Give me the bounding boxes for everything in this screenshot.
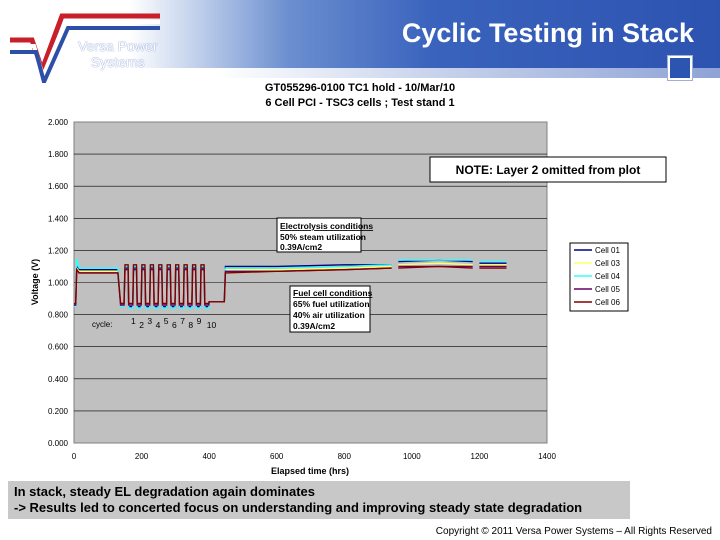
y-tick-label: 2.000: [48, 118, 69, 127]
x-tick-label: 1000: [403, 452, 421, 461]
legend-label: Cell 04: [595, 272, 620, 281]
logo-line-1: Versa Power: [78, 38, 158, 54]
legend-label: Cell 01: [595, 246, 620, 255]
cycle-number: 8: [188, 320, 193, 330]
x-tick-label: 800: [338, 452, 352, 461]
y-tick-label: 0.000: [48, 439, 69, 448]
cycle-number: 10: [207, 320, 217, 330]
el-line1: 50% steam utilization: [280, 232, 366, 242]
el-line2: 0.39A/cm2: [280, 242, 322, 252]
y-axis-label: Voltage (V): [30, 259, 40, 305]
x-tick-label: 200: [135, 452, 149, 461]
cycle-number: 3: [147, 316, 152, 326]
el-heading: Electrolysis conditions: [280, 221, 373, 231]
series-line-cell-06: [74, 264, 507, 305]
fuel-cell-box: Fuel cell conditions 65% fuel utilizatio…: [289, 285, 373, 333]
chart-title-2: 6 Cell PCI - TSC3 cells ; Test stand 1: [265, 97, 455, 109]
fc-line3: 0.39A/cm2: [293, 321, 335, 331]
y-tick-label: 0.400: [48, 375, 69, 384]
cycle-label: cycle:: [92, 320, 112, 329]
logo-line-2: Systems: [90, 54, 145, 70]
legend-label: Cell 05: [595, 285, 620, 294]
y-tick-label: 1.000: [48, 279, 69, 288]
cycle-number: 2: [139, 320, 144, 330]
y-tick-label: 1.800: [48, 150, 69, 159]
summary-line-2: -> Results led to concerted focus on und…: [14, 500, 583, 515]
x-tick-label: 1200: [471, 452, 489, 461]
logo-text: Versa Power Systems: [78, 38, 157, 70]
chart-title-1: GT055296-0100 TC1 hold - 10/Mar/10: [264, 82, 456, 94]
fc-heading: Fuel cell conditions: [293, 288, 373, 298]
y-tick-label: 0.800: [48, 311, 69, 320]
fc-line2: 40% air utilization: [293, 310, 365, 320]
copyright: Copyright © 2011 Versa Power Systems – A…: [435, 526, 712, 537]
x-tick-label: 600: [270, 452, 284, 461]
x-tick-label: 400: [202, 452, 216, 461]
x-tick-label: 1400: [538, 452, 556, 461]
legend: Cell 01 Cell 03 Cell 04 Cell 05 Cell 06: [569, 242, 629, 312]
x-tick-label: 0: [72, 452, 77, 461]
y-tick-label: 0.200: [48, 407, 69, 416]
cycle-number: 7: [180, 316, 185, 326]
versa-power-logo: [10, 13, 160, 83]
summary-box: In stack, steady EL degradation again do…: [8, 481, 630, 519]
legend-label: Cell 06: [595, 298, 620, 307]
x-axis-label: Elapsed time (hrs): [271, 466, 349, 476]
header-banner: [0, 0, 720, 78]
note-box: NOTE: Layer 2 omitted from plot: [429, 156, 667, 183]
decorative-square: [667, 55, 693, 81]
cycle-number: 6: [172, 320, 177, 330]
y-tick-label: 1.400: [48, 214, 69, 223]
y-tick-label: 1.600: [48, 182, 69, 191]
y-tick-label: 1.200: [48, 246, 69, 255]
legend-label: Cell 03: [595, 259, 620, 268]
cycle-number: 9: [197, 316, 202, 326]
electrolysis-box: Electrolysis conditions 50% steam utiliz…: [276, 217, 373, 253]
summary-line-1: In stack, steady EL degradation again do…: [14, 484, 316, 499]
cycle-number: 5: [164, 316, 169, 326]
slide-title: Cyclic Testing in Stack: [401, 18, 694, 48]
cycle-number: 4: [156, 320, 161, 330]
y-tick-label: 0.600: [48, 343, 69, 352]
voltage-chart: 0.000 0.200 0.400 0.600 0.800 1.000 1.200 1.400…: [30, 118, 667, 476]
fc-line1: 65% fuel utilization: [293, 299, 370, 309]
note-text: NOTE: Layer 2 omitted from plot: [456, 163, 641, 177]
cycle-number: 1: [131, 316, 136, 326]
